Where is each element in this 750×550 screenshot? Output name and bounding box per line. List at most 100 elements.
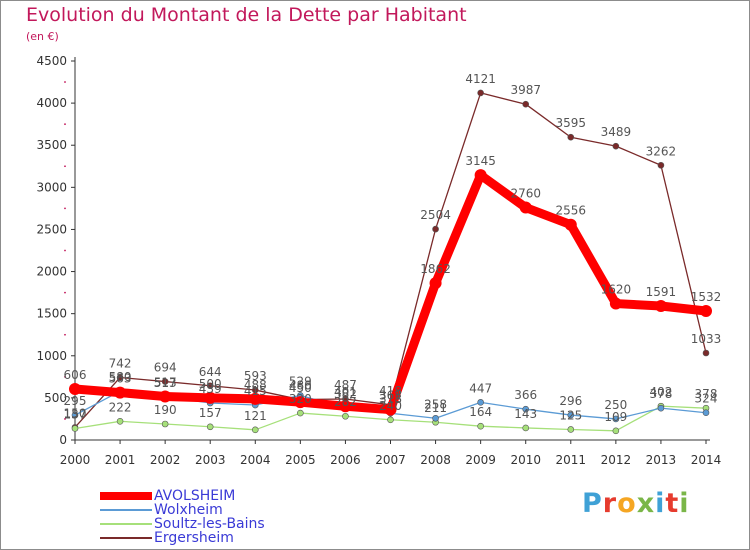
data-label-soultz-les-bains: 157 [199,406,222,420]
data-point-avolsheim [249,392,262,405]
data-label-ergersheim: 487 [334,378,357,392]
data-point-soultz-les-bains [522,424,530,432]
legend-label: Ergersheim [154,530,234,546]
y-tick-label: 2500 [36,222,67,236]
chart-axes: 0 500 1000 1500 2000 2500 3000 3500 4000 4500 2000… [36,54,721,467]
data-label-wolxheim: 324 [695,392,718,406]
legend-swatch [100,509,152,511]
x-tick-label: 2012 [601,453,632,467]
data-label-avolsheim: 361 [379,389,402,403]
data-point-ergersheim [522,100,530,108]
data-point-ergersheim [432,225,439,233]
data-point-avolsheim [609,297,622,310]
x-tick-label: 2004 [240,453,271,467]
data-point-ergersheim [116,374,124,381]
data-label-soultz-les-bains: 164 [469,405,492,419]
data-label-avolsheim: 517 [154,375,177,389]
logo-letter: i [655,488,666,519]
logo-letter: i [679,488,690,519]
y-tick-label: 500 [44,391,67,405]
chart-data-labels: 150 742 694 644 593 480 487 418 2504 4121 3987 3595… [64,72,722,424]
data-point-avolsheim [69,382,81,395]
data-label-ergersheim: 742 [109,357,132,371]
data-point-soultz-les-bains [477,422,484,430]
data-label-soultz-les-bains: 378 [695,387,718,401]
data-label-ergersheim: 644 [199,365,222,379]
data-label-soultz-les-bains: 282 [334,395,357,409]
x-tick-label: 2010 [510,453,541,467]
data-point-wolxheim [657,404,665,412]
chart-title: Evolution du Montant de la Dette par Hab… [26,4,467,26]
data-label-soultz-les-bains: 109 [604,410,627,424]
y-minor-dot [64,249,66,252]
data-label-soultz-les-bains: 211 [424,401,447,415]
x-tick-label: 2011 [556,453,587,467]
data-label-avolsheim: 2760 [510,187,541,201]
data-point-wolxheim [522,405,530,413]
logo-letter: P [582,488,603,519]
data-label-soultz-les-bains: 320 [289,392,312,406]
data-point-ergersheim [657,161,665,169]
data-label-wolxheim: 580 [109,370,132,384]
x-tick-label: 2008 [420,453,451,467]
data-label-avolsheim: 2556 [556,204,587,218]
x-tick-label: 2001 [105,453,136,467]
legend-swatch [100,492,152,500]
data-label-avolsheim: 563 [109,372,132,386]
data-point-avolsheim [294,396,307,409]
data-label-ergersheim: 150 [64,406,87,420]
data-label-wolxheim: 318 [379,392,402,406]
data-label-avolsheim: 500 [199,377,222,391]
data-label-ergersheim: 1033 [691,332,722,346]
data-point-avolsheim [429,277,442,290]
data-label-soultz-les-bains: 121 [244,409,267,423]
data-label-wolxheim: 250 [604,398,627,412]
data-point-soultz-les-bains [297,409,304,417]
legend-swatch [100,523,152,525]
data-label-soultz-les-bains: 190 [154,403,177,417]
data-label-wolxheim: 296 [559,394,582,408]
y-minor-dot [64,291,66,294]
y-minor-dot [64,333,66,336]
x-tick-label: 2013 [646,453,677,467]
data-point-wolxheim [567,411,575,419]
x-tick-label: 2000 [60,453,91,467]
data-label-avolsheim: 1620 [601,283,632,297]
data-label-ergersheim: 4121 [465,72,496,86]
data-point-avolsheim [474,169,487,182]
y-minor-dot [64,165,66,168]
data-point-soultz-les-bains [567,426,575,433]
y-tick-label: 0 [59,433,67,447]
data-label-ergersheim: 418 [379,384,402,398]
data-label-ergersheim: 3987 [510,83,541,97]
data-label-wolxheim: 439 [199,382,222,396]
proxiti-logo: Proxiti [582,488,690,519]
data-point-soultz-les-bains [387,416,394,424]
data-label-wolxheim: 258 [424,397,447,411]
data-label-avolsheim: 3145 [465,154,496,168]
x-tick-label: 2006 [330,453,361,467]
y-tick-label: 2000 [36,265,67,279]
data-point-soultz-les-bains [251,426,259,434]
data-label-soultz-les-bains: 125 [559,408,582,422]
data-label-ergersheim: 480 [289,379,312,393]
data-point-avolsheim [564,218,577,231]
data-label-soultz-les-bains: 143 [514,407,537,421]
y-minor-dot [64,123,66,126]
data-label-wolxheim: 378 [649,387,672,401]
data-label-ergersheim: 3489 [601,125,632,139]
legend-swatch [100,537,152,539]
data-label-avolsheim: 1532 [691,290,722,304]
data-point-soultz-les-bains [116,418,124,425]
y-tick-label: 1000 [36,349,67,363]
y-tick-label: 1500 [36,307,67,321]
chart-subtitle: (en €) [26,30,59,43]
data-label-avolsheim: 1591 [646,285,677,299]
data-point-wolxheim [432,414,439,422]
data-label-ergersheim: 3262 [646,144,677,158]
logo-letter: x [636,488,656,519]
y-minor-dot [64,81,66,83]
data-point-soultz-les-bains [342,412,349,420]
